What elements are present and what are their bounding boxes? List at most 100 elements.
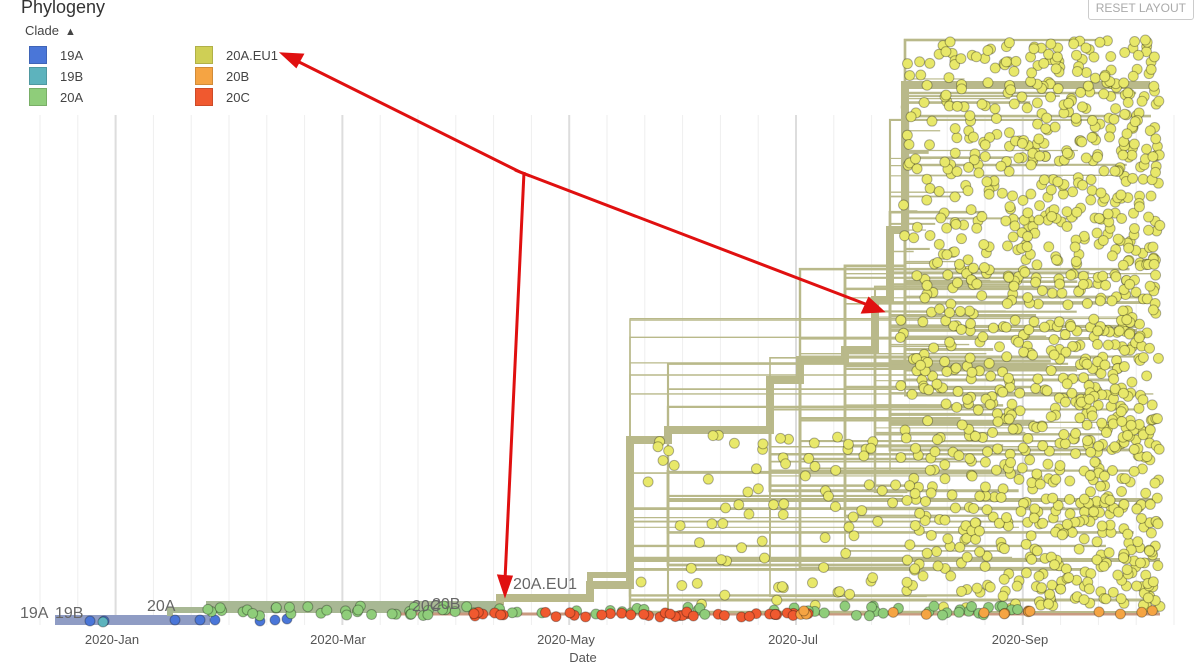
tip[interactable] <box>976 98 988 110</box>
tip[interactable] <box>985 370 997 382</box>
tip[interactable] <box>997 366 1009 378</box>
tip[interactable] <box>901 58 913 70</box>
tip[interactable] <box>1076 136 1088 148</box>
tip[interactable] <box>1085 446 1097 458</box>
tip[interactable] <box>1016 462 1028 474</box>
tip[interactable] <box>214 602 226 614</box>
tip[interactable] <box>687 610 699 622</box>
tip[interactable] <box>1116 485 1128 497</box>
tip[interactable] <box>953 606 965 618</box>
tip[interactable] <box>1132 49 1144 61</box>
tip[interactable] <box>1141 143 1153 155</box>
tip[interactable] <box>829 501 841 513</box>
tip[interactable] <box>1136 95 1148 107</box>
tip[interactable] <box>1110 271 1122 283</box>
tip[interactable] <box>1125 419 1137 431</box>
tip[interactable] <box>1070 49 1082 61</box>
tip[interactable] <box>1039 321 1051 333</box>
tip[interactable] <box>1122 97 1134 109</box>
tip[interactable] <box>1100 593 1112 605</box>
tip[interactable] <box>914 507 926 519</box>
tip[interactable] <box>974 490 986 502</box>
tip[interactable] <box>1098 165 1110 177</box>
tip[interactable] <box>951 277 963 289</box>
tip[interactable] <box>1070 112 1082 124</box>
tip[interactable] <box>1106 295 1118 307</box>
tip[interactable] <box>1007 190 1019 202</box>
tip[interactable] <box>1086 115 1098 127</box>
tip[interactable] <box>976 290 988 302</box>
tip[interactable] <box>1144 125 1156 137</box>
tip[interactable] <box>1102 208 1114 220</box>
tip[interactable] <box>1073 286 1085 298</box>
tip[interactable] <box>919 515 931 527</box>
tip[interactable] <box>1108 373 1120 385</box>
tip[interactable] <box>1045 365 1057 377</box>
tip[interactable] <box>1113 506 1125 518</box>
tip[interactable] <box>1077 278 1089 290</box>
tip[interactable] <box>901 129 913 141</box>
tip[interactable] <box>1109 165 1121 177</box>
tip[interactable] <box>506 607 518 619</box>
tip[interactable] <box>1148 51 1160 63</box>
tip[interactable] <box>1052 499 1064 511</box>
tip[interactable] <box>1078 493 1090 505</box>
tip[interactable] <box>1122 528 1134 540</box>
tip[interactable] <box>942 269 954 281</box>
tip[interactable] <box>1020 567 1032 579</box>
tip[interactable] <box>1045 91 1057 103</box>
tip[interactable] <box>1034 478 1046 490</box>
tip[interactable] <box>931 378 943 390</box>
tip[interactable] <box>926 115 938 127</box>
tip[interactable] <box>1013 336 1025 348</box>
tip[interactable] <box>844 588 856 600</box>
tip[interactable] <box>1146 605 1158 617</box>
tip[interactable] <box>1134 557 1146 569</box>
tip[interactable] <box>798 605 810 617</box>
tip[interactable] <box>1017 194 1029 206</box>
tip[interactable] <box>969 430 981 442</box>
tip[interactable] <box>1044 588 1056 600</box>
tip[interactable] <box>674 520 686 532</box>
tip[interactable] <box>989 62 1001 74</box>
tip[interactable] <box>953 258 965 270</box>
tip[interactable] <box>1080 42 1092 54</box>
tip[interactable] <box>1008 98 1020 110</box>
tip[interactable] <box>932 560 944 572</box>
tip[interactable] <box>955 585 967 597</box>
tip[interactable] <box>1059 329 1071 341</box>
tip[interactable] <box>169 614 181 626</box>
tip[interactable] <box>843 521 855 533</box>
tip[interactable] <box>771 594 783 606</box>
tip[interactable] <box>1050 473 1062 485</box>
tip[interactable] <box>1028 512 1040 524</box>
tip[interactable] <box>910 442 922 454</box>
tip[interactable] <box>990 113 1002 125</box>
tip[interactable] <box>1091 554 1103 566</box>
tip[interactable] <box>908 232 920 244</box>
tip[interactable] <box>1133 402 1145 414</box>
tip[interactable] <box>1084 469 1096 481</box>
tip[interactable] <box>924 229 936 241</box>
tip[interactable] <box>949 123 961 135</box>
tip[interactable] <box>742 486 754 498</box>
tip[interactable] <box>1147 304 1159 316</box>
legend-toggle[interactable]: Clade ▲ <box>25 23 76 38</box>
tip[interactable] <box>269 614 281 626</box>
tip[interactable] <box>1129 36 1141 48</box>
tip[interactable] <box>1033 133 1045 145</box>
tip[interactable] <box>1031 545 1043 557</box>
tip[interactable] <box>931 546 943 558</box>
tip[interactable] <box>984 398 996 410</box>
tip[interactable] <box>1001 351 1013 363</box>
tip[interactable] <box>963 305 975 317</box>
tip[interactable] <box>895 452 907 464</box>
tip[interactable] <box>1121 314 1133 326</box>
tip[interactable] <box>887 606 899 618</box>
tip[interactable] <box>982 45 994 57</box>
tip[interactable] <box>1003 37 1015 49</box>
tip[interactable] <box>921 194 933 206</box>
tip[interactable] <box>1048 334 1060 346</box>
tip[interactable] <box>909 563 921 575</box>
tip[interactable] <box>1028 316 1040 328</box>
